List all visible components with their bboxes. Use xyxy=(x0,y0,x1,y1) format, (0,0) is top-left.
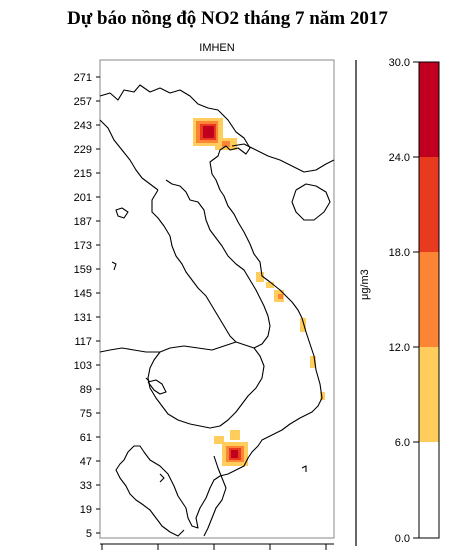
y-tick-label: 243 xyxy=(74,120,92,132)
y-tick-label: 145 xyxy=(74,288,92,300)
y-tick-label: 257 xyxy=(74,96,92,108)
legend-band xyxy=(419,442,439,538)
central-spot xyxy=(266,282,274,288)
west-border xyxy=(99,119,159,191)
y-tick-label: 201 xyxy=(74,192,92,204)
y-tick-label: 187 xyxy=(74,216,92,228)
west-border-2 xyxy=(99,347,160,353)
legend-tick-label: 24.0 xyxy=(389,152,410,164)
central-spot xyxy=(278,294,283,299)
legend-tick-label: 30.0 xyxy=(389,57,410,69)
central-spot xyxy=(300,318,306,332)
legend-unit: μg/m3 xyxy=(359,269,371,300)
y-tick-label: 89 xyxy=(80,384,92,396)
legend-band xyxy=(419,62,439,157)
y-tick-label: 215 xyxy=(74,168,92,180)
china-coast xyxy=(231,143,335,173)
y-tick-label: 47 xyxy=(80,456,92,468)
hainan-island xyxy=(291,183,331,221)
island-sw xyxy=(159,473,165,483)
delta-coast xyxy=(203,455,227,537)
y-tick-label: 61 xyxy=(80,432,92,444)
y-tick-label: 131 xyxy=(74,312,92,324)
hcm-hotspot xyxy=(214,430,248,466)
laos-thailand-border xyxy=(151,189,237,343)
island-east xyxy=(301,465,307,472)
central-spot xyxy=(310,356,316,368)
vietnam-laos-border xyxy=(165,179,271,349)
legend-tick-label: 6.0 xyxy=(395,437,410,449)
map-frame xyxy=(99,59,335,539)
y-tick-label: 75 xyxy=(80,408,92,420)
legend-band xyxy=(419,252,439,347)
island-sw-2 xyxy=(145,377,151,383)
y-tick-label: 19 xyxy=(80,504,92,516)
region-outline xyxy=(99,84,323,537)
color-legend: 30.0 24.0 18.0 12.0 6.0 0.0 xyxy=(389,57,440,545)
x-axis xyxy=(100,543,334,550)
hanoi-hotspot xyxy=(193,118,237,150)
island-west xyxy=(115,207,129,219)
y-tick-label: 271 xyxy=(74,72,92,84)
y-tick-label: 229 xyxy=(74,144,92,156)
central-spot xyxy=(256,272,264,282)
central-spot xyxy=(320,392,325,400)
map-subtitle: IMHEN xyxy=(199,42,235,54)
y-axis: 271 257 243 229 215 201 187 173 159 145 … xyxy=(74,72,100,540)
map-title: Dự báo nồng độ NO2 tháng 7 năm 2017 xyxy=(67,8,388,29)
legend-frame xyxy=(418,61,440,539)
y-tick-label: 173 xyxy=(74,240,92,252)
legend-tick-label: 12.0 xyxy=(389,342,410,354)
y-tick-label: 5 xyxy=(86,528,92,540)
legend-band xyxy=(419,347,439,442)
legend-tick-label: 0.0 xyxy=(395,533,410,545)
y-tick-label: 159 xyxy=(74,264,92,276)
cambodia-border xyxy=(147,341,265,429)
concentration-overlay xyxy=(193,118,325,466)
tonle-sap xyxy=(147,379,167,395)
y-tick-label: 103 xyxy=(74,360,92,372)
legend-band xyxy=(419,157,439,252)
island-west-2 xyxy=(111,261,117,271)
y-tick-label: 117 xyxy=(74,336,92,348)
legend-tick-label: 18.0 xyxy=(389,247,410,259)
country-borders xyxy=(99,84,335,537)
y-tick-label: 33 xyxy=(80,480,92,492)
